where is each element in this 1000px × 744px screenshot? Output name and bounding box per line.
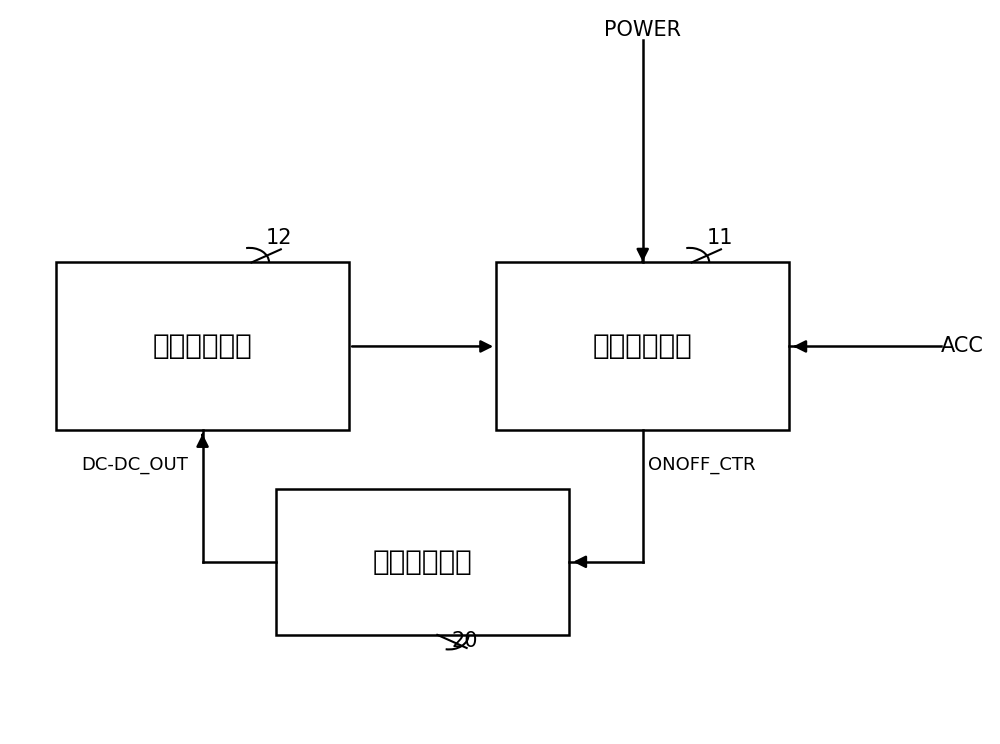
Text: DC-DC_OUT: DC-DC_OUT: [81, 456, 188, 474]
Bar: [56, 263, 349, 431]
Text: 汽车电子设备: 汽车电子设备: [373, 548, 473, 576]
Text: 11: 11: [706, 228, 733, 248]
Bar: [496, 263, 789, 431]
Text: POWER: POWER: [604, 20, 681, 39]
Text: 开机触发单元: 开机触发单元: [593, 333, 693, 360]
Text: 12: 12: [266, 228, 293, 248]
Text: 20: 20: [452, 631, 478, 651]
Text: ONOFF_CTR: ONOFF_CTR: [648, 456, 755, 474]
Text: 触发控制单元: 触发控制单元: [153, 333, 252, 360]
Bar: [276, 489, 569, 635]
Text: ACC: ACC: [941, 336, 984, 356]
